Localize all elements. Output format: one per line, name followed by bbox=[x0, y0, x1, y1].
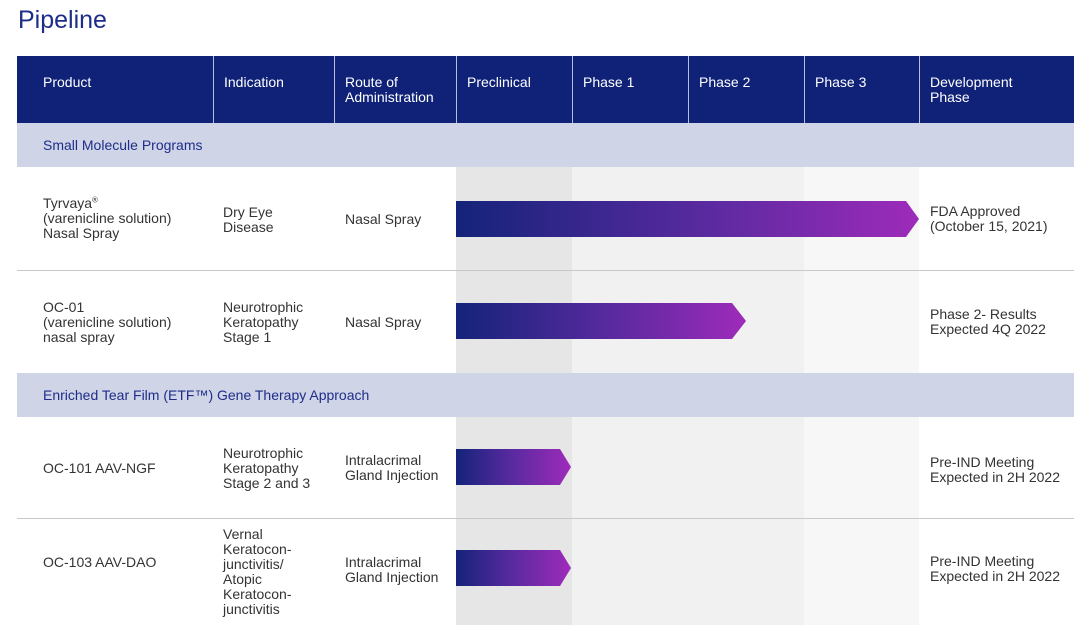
product-cell: OC-01 (varenicline solution) nasal spray bbox=[43, 299, 172, 345]
header-indication: Indication bbox=[213, 56, 334, 123]
route-cell: Intralacrimal Gland Injection bbox=[345, 554, 439, 585]
header-development-phase: Development Phase bbox=[919, 56, 1074, 123]
row-divider bbox=[17, 518, 1074, 519]
product-cell: OC-103 AAV-DAO bbox=[43, 554, 157, 570]
header-phase3: Phase 3 bbox=[804, 56, 919, 123]
indication-cell: Neurotrophic Keratopathy Stage 1 bbox=[223, 299, 304, 345]
progress-bar bbox=[456, 449, 571, 485]
product-detail: (varenicline solution) Nasal Spray bbox=[43, 210, 172, 241]
header-phase2: Phase 2 bbox=[688, 56, 804, 123]
route-cell: Nasal Spray bbox=[345, 314, 422, 330]
table-header: Product Indication Route of Administrati… bbox=[17, 56, 1074, 123]
indication-cell: Dry Eye Disease bbox=[223, 204, 274, 235]
table-row: OC-101 AAV-NGF Neurotrophic Keratopathy … bbox=[17, 417, 1074, 518]
table-row: Tyrvaya® (varenicline solution) Nasal Sp… bbox=[17, 167, 1074, 270]
product-cell: Tyrvaya® (varenicline solution) Nasal Sp… bbox=[43, 196, 171, 241]
development-status-cell: FDA Approved (October 15, 2021) bbox=[930, 203, 1048, 234]
product-name: Tyrvaya bbox=[43, 195, 93, 211]
header-product: Product bbox=[43, 74, 92, 90]
header-preclinical: Preclinical bbox=[456, 56, 572, 123]
row-divider bbox=[17, 270, 1074, 271]
progress-bar bbox=[456, 303, 746, 339]
development-status-cell: Pre-IND Meeting Expected in 2H 2022 bbox=[930, 553, 1060, 584]
indication-cell: Neurotrophic Keratopathy Stage 2 and 3 bbox=[223, 445, 311, 491]
page-title: Pipeline bbox=[18, 6, 107, 34]
section-small-molecule: Small Molecule Programs bbox=[17, 123, 1074, 167]
progress-bar bbox=[456, 550, 571, 586]
indication-cell: Vernal Keratocon- junctivitis/ Atopic Ke… bbox=[223, 526, 292, 617]
route-cell: Nasal Spray bbox=[345, 211, 422, 227]
development-status-cell: Phase 2- Results Expected 4Q 2022 bbox=[930, 306, 1046, 337]
header-phase1: Phase 1 bbox=[572, 56, 688, 123]
table-row: OC-01 (varenicline solution) nasal spray… bbox=[17, 271, 1074, 373]
header-route: Route of Administration bbox=[334, 56, 456, 123]
registered-mark: ® bbox=[92, 195, 98, 205]
route-cell: Intralacrimal Gland Injection bbox=[345, 452, 439, 483]
table-row: OC-103 AAV-DAO Vernal Keratocon- junctiv… bbox=[17, 519, 1074, 625]
pipeline-table: Product Indication Route of Administrati… bbox=[17, 56, 1074, 625]
section-etf-gene-therapy: Enriched Tear Film (ETF™) Gene Therapy A… bbox=[17, 373, 1074, 417]
progress-bar bbox=[456, 201, 919, 237]
product-cell: OC-101 AAV-NGF bbox=[43, 460, 156, 476]
development-status-cell: Pre-IND Meeting Expected in 2H 2022 bbox=[930, 454, 1060, 485]
